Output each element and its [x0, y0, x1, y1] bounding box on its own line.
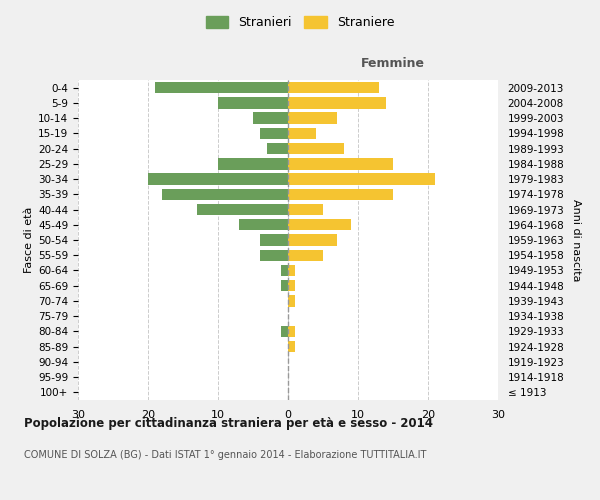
Bar	[281, 326, 288, 337]
Text: COMUNE DI SOLZA (BG) - Dati ISTAT 1° gennaio 2014 - Elaborazione TUTTITALIA.IT: COMUNE DI SOLZA (BG) - Dati ISTAT 1° gen…	[24, 450, 427, 460]
Bar	[288, 234, 337, 246]
Bar	[218, 158, 288, 170]
Bar	[148, 174, 288, 185]
Bar	[288, 280, 295, 291]
Bar	[260, 234, 288, 246]
Bar	[162, 188, 288, 200]
Bar	[239, 219, 288, 230]
Legend: Stranieri, Straniere: Stranieri, Straniere	[201, 11, 399, 34]
Text: Femmine: Femmine	[361, 58, 425, 70]
Bar	[260, 128, 288, 139]
Bar	[288, 250, 323, 261]
Bar	[253, 112, 288, 124]
Bar	[288, 97, 386, 108]
Bar	[288, 326, 295, 337]
Bar	[288, 204, 323, 215]
Y-axis label: Fasce di età: Fasce di età	[24, 207, 34, 273]
Bar	[260, 250, 288, 261]
Bar	[197, 204, 288, 215]
Bar	[281, 265, 288, 276]
Bar	[288, 295, 295, 306]
Bar	[288, 188, 393, 200]
Y-axis label: Anni di nascita: Anni di nascita	[571, 198, 581, 281]
Bar	[155, 82, 288, 94]
Bar	[288, 143, 344, 154]
Bar	[267, 143, 288, 154]
Bar	[288, 158, 393, 170]
Text: Popolazione per cittadinanza straniera per età e sesso - 2014: Popolazione per cittadinanza straniera p…	[24, 418, 433, 430]
Bar	[281, 280, 288, 291]
Bar	[288, 174, 435, 185]
Bar	[218, 97, 288, 108]
Bar	[288, 219, 351, 230]
Bar	[288, 82, 379, 94]
Bar	[288, 341, 295, 352]
Bar	[288, 265, 295, 276]
Bar	[288, 128, 316, 139]
Bar	[288, 112, 337, 124]
